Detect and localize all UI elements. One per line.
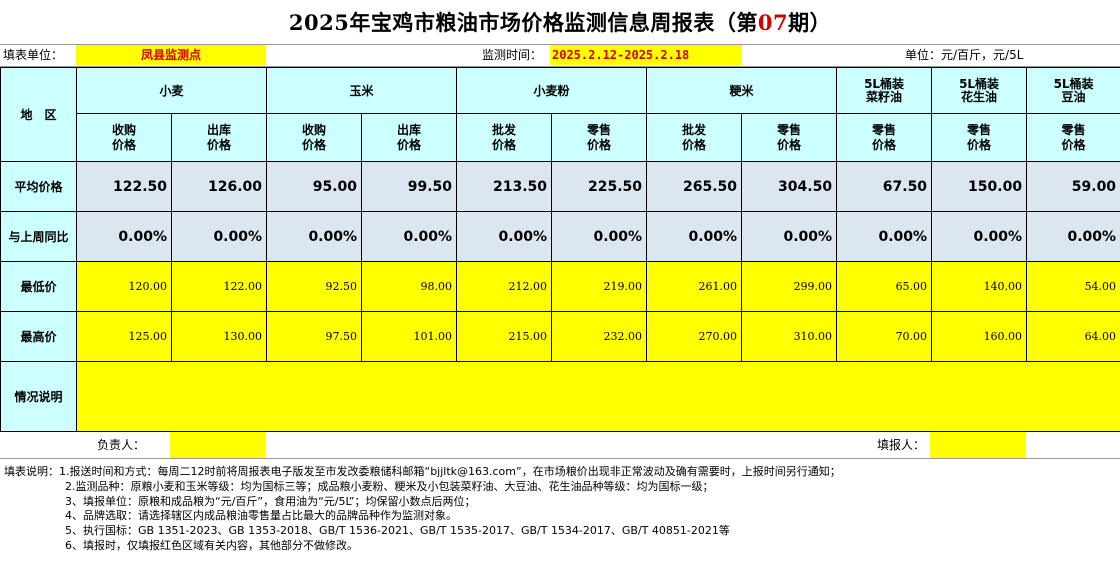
row-label-min: 最低价: [0, 261, 77, 312]
group-header-peanut-oil: 5L桶装 花生油: [931, 67, 1028, 114]
max-cell[interactable]: 270.00: [646, 311, 743, 362]
sub-header: 零售 价格: [1026, 113, 1120, 162]
max-cell[interactable]: 130.00: [170, 311, 268, 362]
filling-instructions: 填表说明：1.报送时间和方式：每周二12时前将周报表电子版发至市发改委粮储科邮箱…: [0, 459, 1120, 554]
title-suffix: 期）: [788, 10, 832, 35]
max-cell[interactable]: 64.00: [1026, 311, 1120, 362]
row-label-average: 平均价格: [0, 161, 77, 212]
sub-header: 收购 价格: [76, 113, 172, 162]
monitor-time-label: 监测时间：: [482, 48, 543, 62]
title-issue-number[interactable]: 07: [757, 10, 789, 35]
sub-header: 批发 价格: [646, 113, 743, 162]
yoy-cell: 0.00%: [76, 211, 172, 262]
divider: [0, 458, 1120, 459]
instruction-line: 3、填报单位：原粮和成品粮为“元/百斤”，食用油为“元/5L”；均保留小数点后两…: [65, 494, 476, 508]
yoy-cell: 0.00%: [836, 211, 933, 262]
group-header-corn: 玉米: [266, 67, 458, 114]
filler-field[interactable]: [930, 432, 1025, 459]
responsible-label: 负责人：: [97, 438, 146, 452]
min-cell[interactable]: 65.00: [836, 261, 933, 312]
min-cell[interactable]: 98.00: [361, 261, 458, 312]
instruction-line: 6、填报时，仅填报红色区域有关内容，其他部分不做修改。: [65, 538, 358, 552]
title-prefix: 2025年宝鸡市粮油市场价格监测信息周报表（第: [288, 10, 758, 35]
reporting-unit-label: 填表单位：: [3, 48, 64, 62]
instruction-line: 4、品牌选取：请选择辖区内成品粮油零售量占比最大的品牌品种作为监测对象。: [65, 509, 457, 523]
avg-cell: 213.50: [456, 161, 553, 212]
yoy-cell: 0.00%: [551, 211, 648, 262]
max-cell[interactable]: 101.00: [361, 311, 458, 362]
avg-cell: 95.00: [266, 161, 363, 212]
situation-note-field[interactable]: [75, 361, 1120, 432]
min-cell[interactable]: 219.00: [551, 261, 648, 312]
min-cell[interactable]: 212.00: [456, 261, 553, 312]
row-label-note: 情况说明: [0, 361, 77, 432]
yoy-cell: 0.00%: [170, 211, 268, 262]
avg-cell: 225.50: [551, 161, 648, 212]
responsible-field[interactable]: [170, 432, 265, 459]
min-cell[interactable]: 120.00: [76, 261, 172, 312]
avg-cell: 126.00: [170, 161, 268, 212]
sub-header: 零售 价格: [931, 113, 1028, 162]
reporting-unit-field[interactable]: 凤县监测点: [76, 45, 266, 65]
avg-cell: 67.50: [836, 161, 933, 212]
max-cell[interactable]: 310.00: [741, 311, 838, 362]
yoy-cell: 0.00%: [456, 211, 553, 262]
filler-label: 填报人：: [877, 438, 926, 452]
yoy-cell: 0.00%: [931, 211, 1028, 262]
avg-cell: 150.00: [931, 161, 1028, 212]
signature-bar: 负责人： 填报人：: [0, 432, 1120, 459]
avg-cell: 265.50: [646, 161, 743, 212]
min-cell[interactable]: 261.00: [646, 261, 743, 312]
instruction-line: 5、执行国标：GB 1351-2023、GB 1353-2018、GB/T 15…: [65, 524, 730, 538]
row-label-max: 最高价: [0, 311, 77, 362]
sub-header: 零售 价格: [551, 113, 648, 162]
max-cell[interactable]: 125.00: [76, 311, 172, 362]
min-cell[interactable]: 92.50: [266, 261, 363, 312]
instruction-line: 填表说明：1.报送时间和方式：每周二12时前将周报表电子版发至市发改委粮储科邮箱…: [4, 465, 841, 478]
unit-of-measure: 单位：元/百斤，元/5L: [905, 48, 1024, 62]
min-cell[interactable]: 140.00: [931, 261, 1028, 312]
max-cell[interactable]: 97.50: [266, 311, 363, 362]
max-cell[interactable]: 215.00: [456, 311, 553, 362]
sub-header: 批发 价格: [456, 113, 553, 162]
group-header-flour: 小麦粉: [456, 67, 648, 114]
group-header-soybean-oil: 5L桶装 豆油: [1026, 67, 1120, 114]
yoy-cell: 0.00%: [1026, 211, 1120, 262]
min-cell[interactable]: 122.00: [170, 261, 268, 312]
avg-cell: 304.50: [741, 161, 838, 212]
group-header-rapeseed-oil: 5L桶装 菜籽油: [836, 67, 933, 114]
max-cell[interactable]: 70.00: [836, 311, 933, 362]
report-title: 2025年宝鸡市粮油市场价格监测信息周报表（第07期）: [0, 0, 1120, 44]
avg-cell: 59.00: [1026, 161, 1120, 212]
region-header: 地 区: [0, 67, 77, 162]
sub-header: 零售 价格: [836, 113, 933, 162]
yoy-cell: 0.00%: [266, 211, 363, 262]
sub-header: 出库 价格: [361, 113, 458, 162]
yoy-cell: 0.00%: [741, 211, 838, 262]
instruction-line: 2.监测品种：原粮小麦和玉米等级：均为国标三等；成品粮小麦粉、粳米及小包装菜籽油…: [65, 479, 714, 493]
group-header-wheat: 小麦: [75, 67, 268, 114]
min-cell[interactable]: 299.00: [741, 261, 838, 312]
sub-header: 出库 价格: [170, 113, 268, 162]
min-cell[interactable]: 54.00: [1026, 261, 1120, 312]
max-cell[interactable]: 160.00: [931, 311, 1028, 362]
sub-header: 收购 价格: [266, 113, 363, 162]
yoy-cell: 0.00%: [361, 211, 458, 262]
monitor-time-field[interactable]: 2025.2.12-2025.2.18: [550, 45, 742, 65]
group-header-rice: 粳米: [646, 67, 838, 114]
max-cell[interactable]: 232.00: [551, 311, 648, 362]
sub-header: 零售 价格: [741, 113, 838, 162]
price-table: 地 区 小麦 玉米 小麦粉 粳米 5L桶装 菜籽油 5L桶装 花生油 5L桶装 豆油 …: [0, 67, 1120, 432]
yoy-cell: 0.00%: [646, 211, 743, 262]
avg-cell: 99.50: [361, 161, 458, 212]
meta-bar: 填表单位： 凤县监测点 监测时间： 2025.2.12-2025.2.18 单位…: [0, 44, 1120, 67]
avg-cell: 122.50: [76, 161, 172, 212]
row-label-yoy: 与上周同比: [0, 211, 77, 262]
